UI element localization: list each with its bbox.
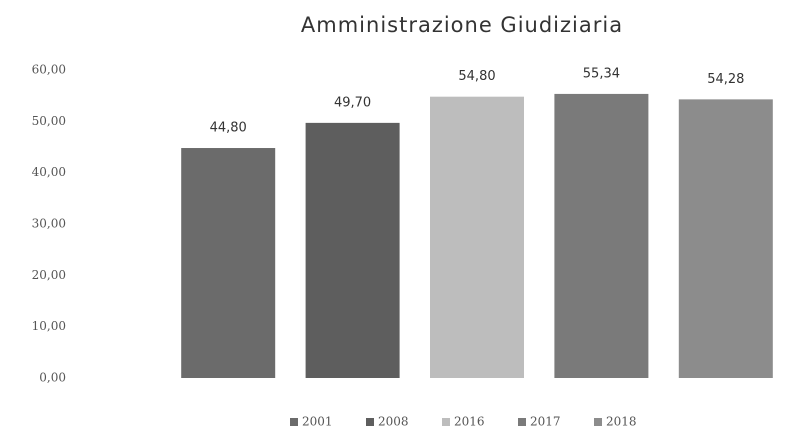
legend-swatch [442,418,450,426]
data-label: 55,34 [583,66,620,81]
bar [305,122,400,378]
legend-label: 2016 [454,415,485,429]
data-label: 49,70 [334,95,371,110]
legend-swatch [594,418,602,426]
y-tick-label: 20,00 [32,268,66,282]
data-label: 54,28 [707,72,744,87]
bar [678,99,773,378]
bar [554,93,649,379]
y-tick-label: 30,00 [32,217,66,231]
y-tick-label: 60,00 [32,63,66,77]
data-label: 54,80 [458,69,495,84]
data-label: 44,80 [210,121,247,136]
y-tick-label: 50,00 [32,114,66,128]
y-tick-label: 0,00 [39,371,66,385]
legend-swatch [366,418,374,426]
legend-label: 2008 [378,415,409,429]
chart-title: Amministrazione Giudiziaria [301,13,623,37]
bar [430,96,524,379]
legend-label: 2018 [606,415,637,429]
legend-swatch [518,418,526,426]
legend-swatch [290,418,298,426]
legend-label: 2001 [302,415,333,429]
y-tick-label: 10,00 [32,319,66,333]
legend-label: 2017 [530,415,561,429]
y-tick-label: 40,00 [32,165,66,179]
bar [181,148,276,378]
